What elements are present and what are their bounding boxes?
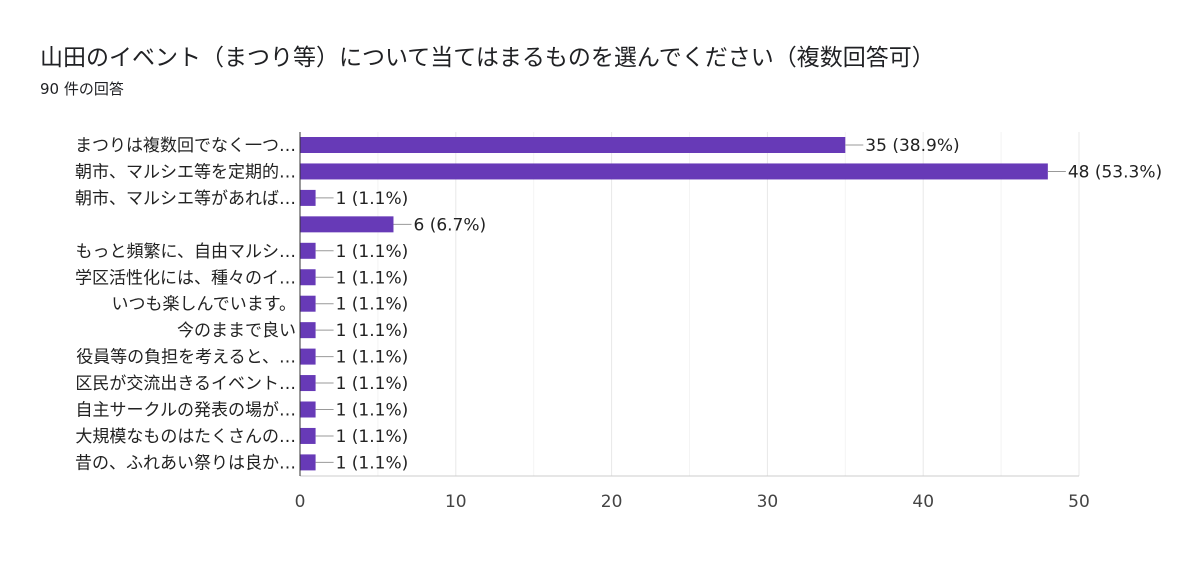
x-tick-label: 20 [601, 492, 623, 512]
category-label: 朝市、マルシエ等があれば… [75, 189, 296, 209]
data-label: 1 (1.1%) [336, 348, 409, 368]
bar [300, 163, 1048, 180]
bar [300, 454, 316, 471]
data-label: 1 (1.1%) [336, 268, 409, 288]
data-label: 6 (6.7%) [413, 215, 486, 235]
data-label: 1 (1.1%) [336, 242, 409, 262]
bar [300, 401, 316, 418]
data-label: 1 (1.1%) [336, 374, 409, 394]
bar [300, 242, 316, 259]
bar [300, 216, 394, 233]
data-label: 48 (53.3%) [1068, 162, 1162, 182]
category-label: 今のままで良い [177, 321, 296, 341]
category-label: まつりは複数回でなく一つ… [75, 136, 296, 156]
category-label: 大規模なものはたくさんの… [75, 427, 296, 447]
category-label: 役員等の負担を考えると、… [76, 348, 296, 368]
response-count: 90 件の回答 [40, 80, 124, 98]
data-label: 1 (1.1%) [336, 321, 409, 341]
category-label: 昔の、ふれあい祭りは良か… [75, 453, 296, 473]
category-label: 朝市、マルシエ等を定期的… [75, 162, 296, 182]
bar [300, 269, 316, 286]
bar [300, 322, 316, 339]
x-tick-label: 0 [295, 492, 306, 512]
data-label: 1 (1.1%) [336, 427, 409, 447]
category-label: 自主サークルの発表の場が… [76, 401, 297, 421]
bar [300, 137, 846, 153]
data-label: 1 (1.1%) [336, 295, 409, 315]
category-label: 学区活性化には、種々のイ… [75, 268, 296, 288]
data-label: 1 (1.1%) [336, 453, 409, 473]
bar [300, 295, 316, 312]
bar [300, 348, 316, 365]
category-label: 区民が交流出きるイベント… [75, 374, 296, 394]
x-tick-label: 30 [757, 492, 779, 512]
bar [300, 189, 316, 206]
x-tick-label: 40 [912, 492, 934, 512]
category-label: もっと頻繁に、自由マルシ… [76, 242, 297, 262]
x-tick-label: 50 [1068, 492, 1090, 512]
data-label: 1 (1.1%) [336, 189, 409, 209]
data-label: 1 (1.1%) [336, 401, 409, 421]
bar [300, 427, 316, 444]
chart-title: 山田のイベント（まつり等）について当てはまるものを選んでください（複数回答可） [40, 45, 935, 71]
category-label: いつも楽しんでいます。 [112, 295, 296, 315]
data-label: 35 (38.9%) [865, 136, 959, 156]
x-tick-label: 10 [445, 492, 467, 512]
bar [300, 375, 316, 392]
